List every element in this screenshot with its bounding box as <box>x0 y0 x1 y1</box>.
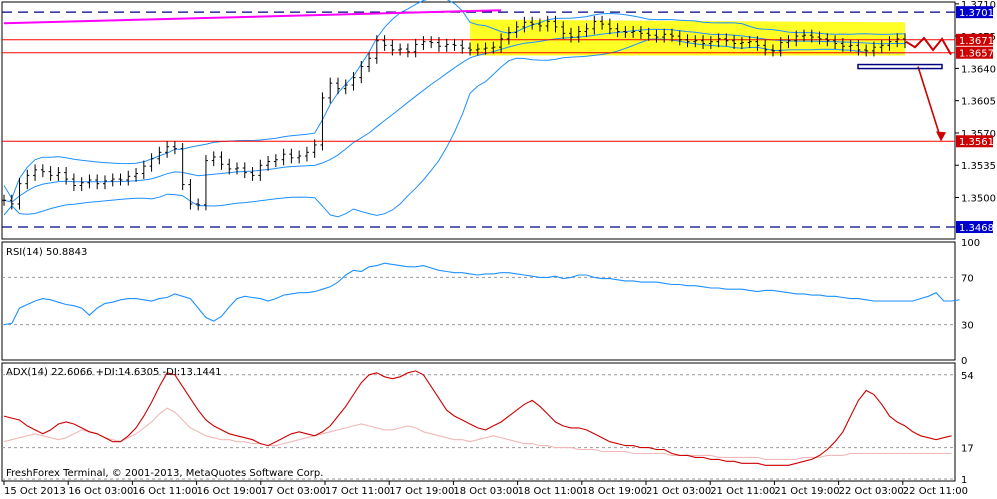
forecast-drop-arrowhead <box>936 131 946 142</box>
rsi-panel-frame <box>1 241 956 361</box>
x-axis-tick-label: 17 Oct 11:00 <box>325 486 390 497</box>
price-label-box-text: 1.3561 <box>959 137 994 148</box>
price-y-tick-label: 1.3570 <box>961 129 996 140</box>
target-level-marker <box>857 63 943 70</box>
price-y-tick-label: 1.3605 <box>961 97 996 108</box>
forecast-drop-arrow <box>917 66 942 140</box>
x-axis-tick-label: 16 Oct 19:00 <box>197 486 262 497</box>
forecast-zigzag-arrow <box>905 36 952 56</box>
price-label-box <box>956 6 993 19</box>
price-label-box <box>956 33 993 46</box>
price-label-box-text: 1.3671 <box>959 36 994 47</box>
x-axis-tick-label: 21 Oct 03:00 <box>646 486 711 497</box>
adx-indicator-label: ADX(14) 22.6066 +DI:14.6305 -DI:13.1441 <box>6 367 222 378</box>
x-axis-tick-label: 22 Oct 11:00 <box>903 486 968 497</box>
rsi-y-tick-label: 100 <box>961 238 980 249</box>
adx-y-tick-label: 54 <box>961 371 974 382</box>
rsi-y-tick-label: 70 <box>961 273 974 284</box>
rsi-y-tick-label: 0 <box>961 356 967 367</box>
rsi-line <box>3 262 960 326</box>
adx-series-line <box>3 407 952 460</box>
trendline <box>3 9 502 25</box>
x-axis-tick-label: 17 Oct 03:00 <box>261 486 326 497</box>
price-y-tick-label: 1.3500 <box>961 194 996 205</box>
x-axis-tick-label: 16 Oct 03:00 <box>68 486 133 497</box>
adx-y-tick-label: 1 <box>961 475 967 486</box>
price-label-box <box>956 221 993 234</box>
x-axis-tick-label: 21 Oct 19:00 <box>774 486 839 497</box>
price-y-tick-label: 1.3710 <box>961 0 996 11</box>
rsi-indicator-label: RSI(14) 50.8843 <box>6 247 88 258</box>
price-label-box <box>956 46 993 59</box>
price-label-box <box>956 135 993 148</box>
copyright-label: FreshForex Terminal, © 2001-2013, MetaQu… <box>6 468 324 479</box>
price-label-box-text: 1.3657 <box>959 49 994 60</box>
price-label-box-text: 1.3701 <box>959 8 994 19</box>
price-y-tick-label: 1.3535 <box>961 161 996 172</box>
bollinger-lower-line <box>3 38 906 218</box>
adx-series-line <box>3 370 952 466</box>
x-axis-tick-label: 15 Oct 2013 <box>4 486 66 497</box>
bollinger-middle-line <box>3 28 906 203</box>
x-axis-tick-label: 17 Oct 19:00 <box>389 486 454 497</box>
price-label-box-text: 1.3468 <box>959 223 994 234</box>
x-axis-tick-label: 22 Oct 03:00 <box>839 486 904 497</box>
price-panel-frame <box>1 1 956 240</box>
x-axis-tick-label: 18 Oct 11:00 <box>518 486 583 497</box>
price-y-tick-label: 1.3640 <box>961 64 996 75</box>
bollinger-upper-line <box>3 0 905 200</box>
adx-y-tick-label: 17 <box>961 444 974 455</box>
x-axis-tick-label: 16 Oct 11:00 <box>132 486 197 497</box>
x-axis-tick-label: 18 Oct 03:00 <box>453 486 518 497</box>
x-axis-tick-label: 21 Oct 11:00 <box>710 486 775 497</box>
adx-panel-frame <box>1 362 956 482</box>
x-axis-tick-label: 18 Oct 19:00 <box>582 486 647 497</box>
rsi-y-tick-label: 30 <box>961 321 974 332</box>
